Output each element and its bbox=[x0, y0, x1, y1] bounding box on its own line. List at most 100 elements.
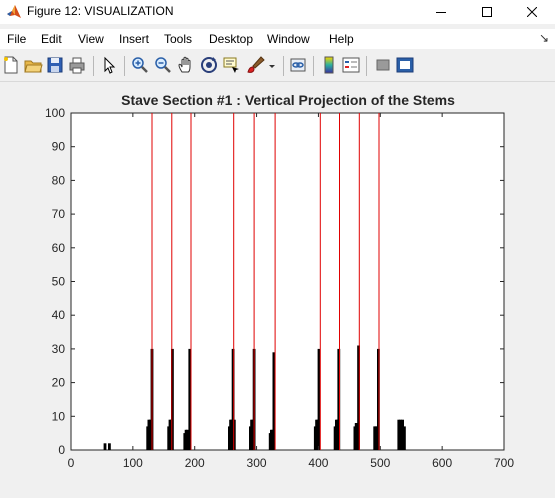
x-tick-label: 400 bbox=[308, 456, 328, 470]
show-plot-tools-button[interactable] bbox=[395, 55, 415, 75]
x-tick-label: 300 bbox=[247, 456, 267, 470]
toolbar-separator bbox=[366, 56, 367, 76]
menu-window[interactable]: Window bbox=[267, 32, 310, 46]
x-tick-label: 100 bbox=[123, 456, 143, 470]
link-plot-icon bbox=[290, 58, 306, 72]
menu-file[interactable]: File bbox=[7, 32, 27, 46]
colorbar-icon bbox=[324, 56, 334, 74]
zoom-out-button[interactable] bbox=[153, 55, 173, 75]
legend-icon bbox=[342, 57, 360, 73]
projection-bar bbox=[231, 348, 235, 450]
brush-icon bbox=[247, 56, 265, 73]
x-tick-label: 200 bbox=[185, 456, 205, 470]
hide-plot-tools-icon bbox=[376, 59, 390, 71]
menu-bar: File Edit View Insert Tools Desktop Wind… bbox=[0, 29, 555, 49]
window-title: Figure 12: VISUALIZATION bbox=[27, 4, 174, 18]
open-icon bbox=[24, 60, 43, 73]
save-button[interactable] bbox=[45, 55, 65, 75]
projection-bar bbox=[232, 419, 236, 450]
data-cursor-icon bbox=[223, 57, 239, 73]
x-tick-label: 700 bbox=[494, 456, 514, 470]
hide-plot-tools-button[interactable] bbox=[373, 55, 393, 75]
plot-area[interactable] bbox=[70, 112, 505, 451]
projection-bar bbox=[272, 352, 276, 450]
y-tick-label: 10 bbox=[52, 409, 66, 423]
pan-icon bbox=[178, 56, 191, 73]
zoom-in-button[interactable] bbox=[130, 55, 150, 75]
link-plot-button[interactable] bbox=[288, 55, 308, 75]
new-figure-button[interactable] bbox=[1, 55, 21, 75]
toolbar-separator bbox=[93, 56, 94, 76]
y-tick-label: 40 bbox=[52, 308, 66, 322]
y-tick-label: 0 bbox=[58, 443, 65, 457]
menu-tools[interactable]: Tools bbox=[164, 32, 193, 46]
projection-bar bbox=[399, 419, 403, 450]
y-tick-label: 60 bbox=[52, 241, 66, 255]
projection-bar bbox=[403, 426, 406, 450]
matlab-icon bbox=[7, 5, 21, 18]
zoom-out-icon bbox=[155, 57, 171, 73]
data-cursor-button[interactable] bbox=[222, 55, 242, 75]
y-tick-label: 80 bbox=[52, 173, 66, 187]
y-axis: 0 10 20 30 40 50 60 70 80 90 100 bbox=[45, 106, 504, 457]
projection-bar bbox=[337, 348, 341, 450]
y-tick-label: 90 bbox=[52, 140, 66, 154]
zoom-in-icon bbox=[132, 57, 148, 73]
print-button[interactable] bbox=[67, 55, 87, 75]
toolbar-separator bbox=[283, 56, 284, 76]
brush-button[interactable] bbox=[245, 55, 265, 75]
new-figure-icon bbox=[4, 56, 18, 74]
y-tick-label: 30 bbox=[52, 342, 66, 356]
dock-arrow-icon[interactable]: ↘ bbox=[538, 31, 549, 45]
projection-bar bbox=[148, 419, 152, 450]
projection-bar bbox=[188, 348, 192, 450]
menu-help[interactable]: Help bbox=[329, 32, 354, 46]
rotate-3d-icon bbox=[201, 57, 217, 73]
projection-bar bbox=[357, 345, 360, 450]
stem-lines bbox=[151, 113, 380, 450]
projection-bar bbox=[108, 443, 111, 450]
minimize-icon bbox=[436, 12, 446, 13]
dropdown-arrow-icon bbox=[269, 65, 275, 68]
pan-button[interactable] bbox=[176, 55, 196, 75]
x-tick-label: 600 bbox=[432, 456, 452, 470]
save-icon bbox=[47, 57, 63, 73]
pointer-icon bbox=[104, 56, 116, 74]
y-tick-label: 100 bbox=[45, 106, 65, 120]
y-tick-label: 50 bbox=[52, 275, 66, 289]
close-icon bbox=[527, 7, 537, 17]
edit-plot-button[interactable] bbox=[99, 55, 119, 75]
rotate-3d-button[interactable] bbox=[199, 55, 219, 75]
print-icon bbox=[69, 57, 85, 74]
y-tick-label: 70 bbox=[52, 207, 66, 221]
x-tick-label: 500 bbox=[370, 456, 390, 470]
figure-canvas: Stave Section #1 : Vertical Projection o… bbox=[0, 82, 555, 493]
show-plot-tools-icon bbox=[396, 57, 414, 73]
projection-bar bbox=[317, 348, 321, 450]
title-bar: Figure 12: VISUALIZATION bbox=[0, 0, 555, 24]
projection-bar bbox=[401, 419, 404, 450]
figure-toolbar bbox=[0, 51, 555, 82]
projection-chart: Stave Section #1 : Vertical Projection o… bbox=[45, 92, 514, 470]
menu-desktop[interactable]: Desktop bbox=[209, 32, 254, 46]
toolbar-separator bbox=[124, 56, 125, 76]
projection-bar bbox=[171, 348, 174, 450]
x-axis: 0 100 200 300 400 500 600 700 bbox=[68, 113, 514, 470]
maximize-button[interactable] bbox=[464, 0, 510, 24]
projection-bar bbox=[397, 419, 401, 450]
chart-title: Stave Section #1 : Vertical Projection o… bbox=[121, 92, 455, 108]
colorbar-button[interactable] bbox=[319, 55, 339, 75]
minimize-button[interactable] bbox=[418, 0, 464, 24]
open-file-button[interactable] bbox=[23, 55, 43, 75]
legend-button[interactable] bbox=[341, 55, 361, 75]
close-button[interactable] bbox=[509, 0, 555, 24]
maximize-icon bbox=[482, 7, 492, 17]
menu-edit[interactable]: Edit bbox=[41, 32, 62, 46]
menu-view[interactable]: View bbox=[78, 32, 104, 46]
menu-insert[interactable]: Insert bbox=[119, 32, 150, 46]
projection-bar bbox=[103, 443, 107, 450]
y-tick-label: 20 bbox=[52, 376, 66, 390]
brush-dropdown[interactable] bbox=[266, 55, 278, 75]
x-tick-label: 0 bbox=[68, 456, 75, 470]
projection-bar bbox=[377, 348, 380, 450]
